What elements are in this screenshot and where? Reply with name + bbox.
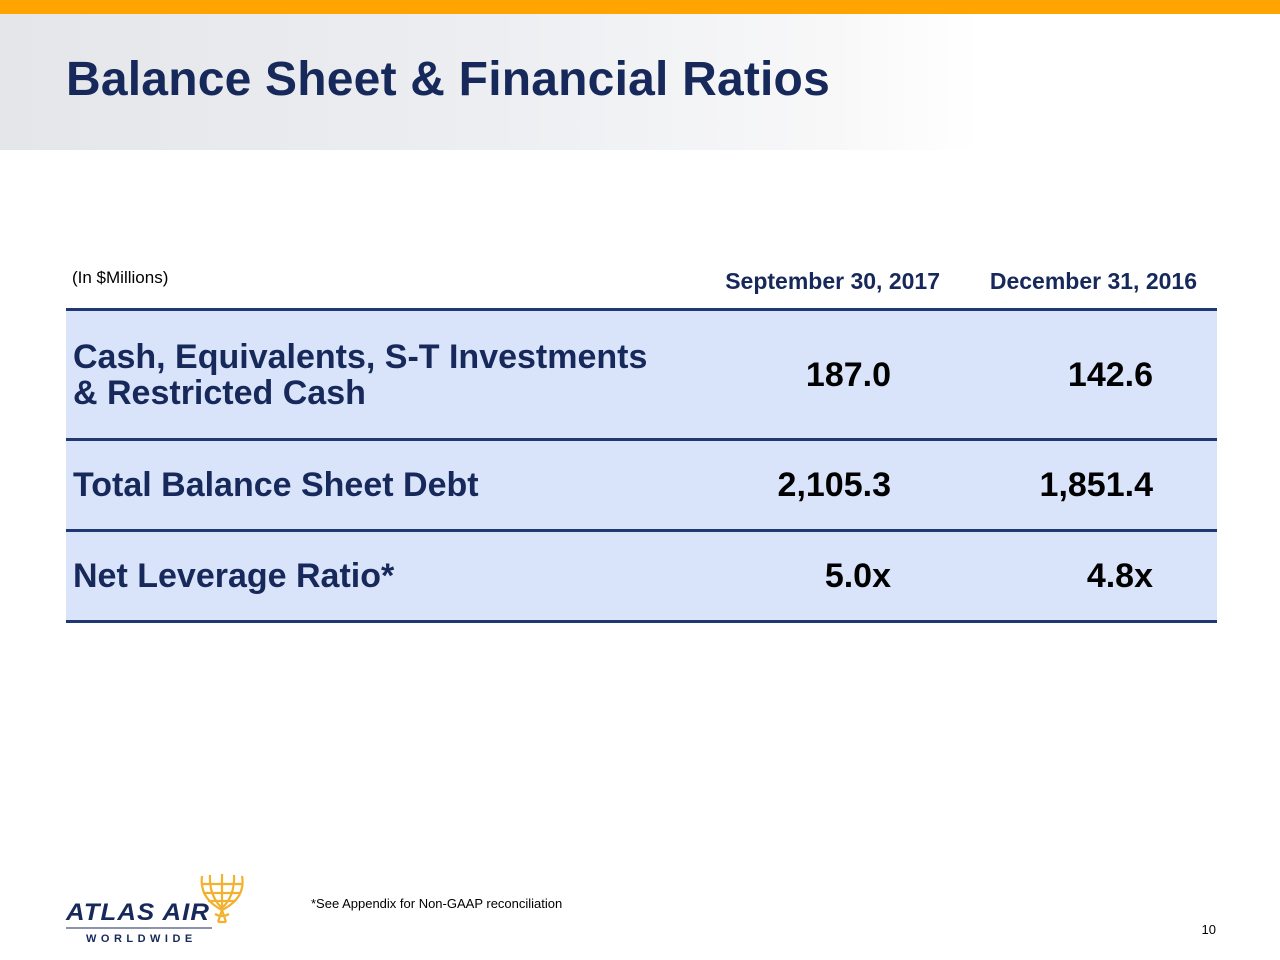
- globe-icon: [200, 874, 244, 924]
- title-band: [0, 14, 980, 150]
- column-header-dec-2016: December 31, 2016: [989, 268, 1197, 294]
- row-label-cash: Cash, Equivalents, S-T Investments & Res…: [73, 339, 647, 411]
- value-cash-2017: 187.0: [805, 356, 891, 394]
- atlas-air-logo: ATLAS AIR WORLDWIDE: [65, 874, 244, 944]
- units-note: (In $Millions): [72, 268, 169, 287]
- row-label-line: Net Leverage Ratio*: [73, 557, 395, 595]
- value-leverage-2016: 4.8x: [1086, 557, 1153, 595]
- column-header-sep-2017: September 30, 2017: [725, 268, 940, 294]
- row-label-line: & Restricted Cash: [73, 374, 366, 412]
- row-label-line: Cash, Equivalents, S-T Investments: [73, 338, 648, 376]
- financial-table: Cash, Equivalents, S-T Investments & Res…: [66, 308, 1217, 623]
- table-row: Net Leverage Ratio* 5.0x 4.8x: [66, 532, 1217, 623]
- value-debt-2016: 1,851.4: [1039, 466, 1153, 504]
- value-debt-2017: 2,105.3: [777, 466, 891, 504]
- value-leverage-2017: 5.0x: [824, 557, 891, 595]
- row-label-debt: Total Balance Sheet Debt: [73, 467, 479, 503]
- table-row: Total Balance Sheet Debt 2,105.3 1,851.4: [66, 441, 1217, 532]
- row-label-line: Total Balance Sheet Debt: [73, 466, 479, 504]
- page-number: 10: [1201, 922, 1216, 937]
- table-row: Cash, Equivalents, S-T Investments & Res…: [66, 311, 1217, 441]
- svg-text:WORLDWIDE: WORLDWIDE: [86, 933, 197, 944]
- svg-text:ATLAS AIR: ATLAS AIR: [65, 899, 210, 926]
- footnote: *See Appendix for Non-GAAP reconciliatio…: [311, 896, 563, 911]
- top-accent-bar: [0, 0, 1280, 14]
- row-label-leverage: Net Leverage Ratio*: [73, 558, 394, 594]
- slide-title: Balance Sheet & Financial Ratios: [66, 53, 830, 106]
- value-cash-2016: 142.6: [1067, 356, 1153, 394]
